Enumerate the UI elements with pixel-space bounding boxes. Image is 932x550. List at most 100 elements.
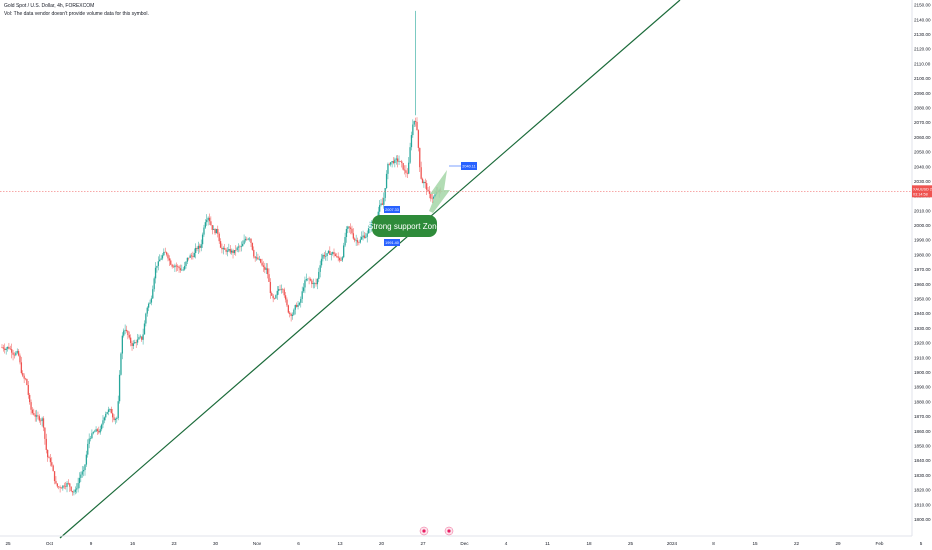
level-label-upper-text: 2007.33 <box>385 208 399 212</box>
candle-body <box>94 431 96 433</box>
candle-body <box>240 246 242 248</box>
candle-body <box>29 394 31 403</box>
candle-body <box>383 197 385 205</box>
candle-body <box>318 271 320 279</box>
candle-body <box>161 255 164 259</box>
candle-body <box>102 420 104 425</box>
target-label-text: 2040.11 <box>462 165 475 169</box>
candle-body <box>379 205 381 212</box>
candle-body <box>56 483 58 487</box>
candle-body <box>152 289 154 299</box>
candle-body <box>319 265 321 272</box>
candle-body <box>260 259 262 263</box>
candle-body <box>185 261 187 267</box>
candle-body <box>302 287 305 292</box>
y-tick-label: 1930.00 <box>914 326 931 331</box>
candle-body <box>305 279 307 281</box>
candle-body <box>149 302 151 304</box>
support-zone-badge <box>372 215 437 237</box>
candle-body <box>308 278 310 280</box>
level-label-lower-text: 1991.40 <box>385 241 399 245</box>
candle-body <box>399 161 402 162</box>
candle-body <box>31 409 34 414</box>
candle-body <box>338 258 341 261</box>
y-tick-label: 1860.00 <box>914 429 931 434</box>
candle-body <box>432 196 435 199</box>
candle-body <box>134 342 136 344</box>
candle-body <box>408 162 410 174</box>
candle-body <box>150 298 153 303</box>
y-tick-label: 1980.00 <box>914 252 931 257</box>
annotations: Strong support Zone 2007.33 1991.40 2040.11 <box>368 162 477 536</box>
candle-body <box>70 486 72 492</box>
candle-body <box>156 265 158 268</box>
candle-body <box>272 295 274 299</box>
candle-body <box>203 227 205 235</box>
candle-body <box>217 228 219 234</box>
candle-body <box>177 266 179 267</box>
candle-body <box>363 235 366 238</box>
candle-body <box>179 268 182 271</box>
candle-body <box>100 424 103 430</box>
candle-body <box>12 352 14 355</box>
x-tick-label: 27 <box>420 541 426 546</box>
candle-body <box>221 247 223 250</box>
candle-body <box>420 167 422 179</box>
candle-body <box>402 163 404 170</box>
candle-body <box>413 121 415 125</box>
candle-body <box>213 229 215 230</box>
candle-body <box>45 438 47 450</box>
candle-body <box>73 491 75 493</box>
candle-body <box>381 203 384 205</box>
x-tick-label: 20 <box>379 541 385 546</box>
candle-body <box>283 289 285 296</box>
candle-body <box>120 353 122 375</box>
candle-body <box>87 443 89 455</box>
y-tick-label: 1850.00 <box>914 443 931 448</box>
candle-body <box>116 417 118 420</box>
level-label-lower <box>384 239 400 246</box>
candle-body <box>352 233 355 239</box>
candle-body <box>423 181 425 184</box>
candle-body <box>362 235 364 237</box>
candle-body <box>171 264 173 267</box>
candle-body <box>60 487 63 489</box>
candle-body <box>197 245 200 249</box>
candle-body <box>55 481 57 484</box>
candle-body <box>49 458 52 463</box>
candle-body <box>355 240 357 241</box>
candle-body <box>232 250 234 254</box>
candle-body <box>76 488 78 490</box>
candle-body <box>59 487 61 488</box>
candle-body <box>377 211 379 219</box>
candle-body <box>58 486 60 488</box>
event-flag-dot <box>422 529 426 533</box>
candle-body <box>282 289 284 290</box>
candle-body <box>307 278 309 280</box>
candle-body <box>19 355 21 363</box>
candle-body <box>159 259 161 262</box>
candle-body <box>366 233 368 237</box>
candle-body <box>170 260 172 265</box>
candle-body <box>174 265 176 268</box>
candle-body <box>16 351 18 353</box>
candle-body <box>135 342 137 343</box>
y-tick-label: 1870.00 <box>914 414 931 419</box>
candle-body <box>123 330 125 336</box>
candle-body <box>208 217 211 222</box>
candle-body <box>280 289 283 290</box>
support-trendline[interactable] <box>59 0 681 539</box>
candle-body <box>219 241 222 248</box>
y-tick-label: 1900.00 <box>914 370 931 375</box>
candle-body <box>85 454 88 465</box>
y-tick-label: 2150.00 <box>914 3 931 8</box>
candle-body <box>89 438 92 439</box>
y-tick-label: 1950.00 <box>914 297 931 302</box>
candle-body <box>385 173 388 189</box>
candle-body <box>391 161 393 163</box>
candle-body <box>88 438 90 444</box>
candle-body <box>84 464 86 471</box>
candle-body <box>8 346 10 349</box>
candle-body <box>189 255 191 258</box>
